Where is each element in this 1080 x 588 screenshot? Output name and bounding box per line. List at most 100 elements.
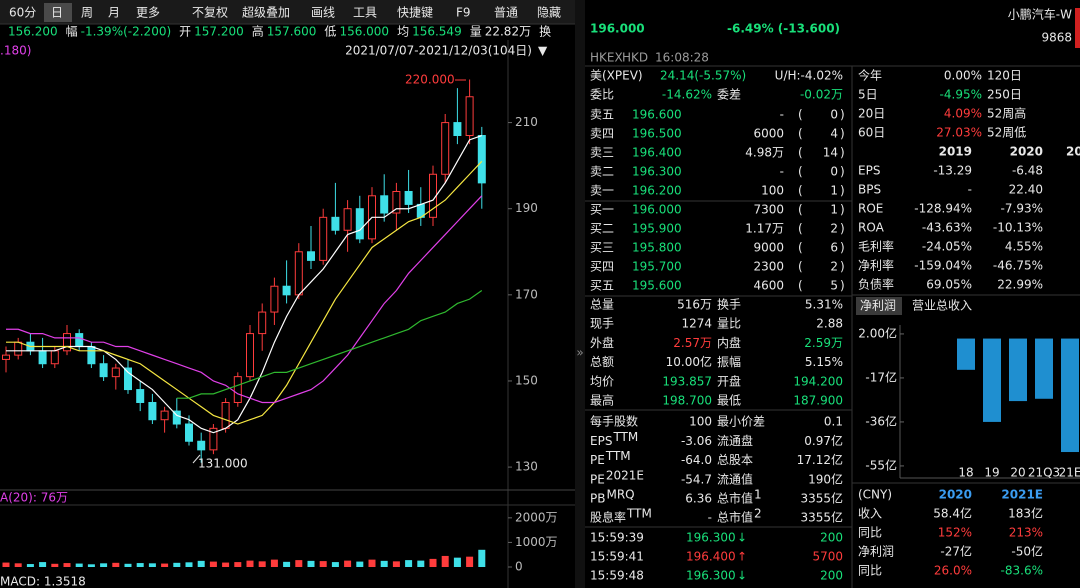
volume-bar [307,560,315,567]
volume-bar [368,559,376,567]
volume-bar [234,562,242,567]
stat-label: 换手 [717,298,741,312]
stat-sup: MRQ [606,488,634,502]
toolbar-button[interactable]: 不复权 [192,6,228,20]
quote-value: 157.600 [267,25,317,39]
toolbar-button[interactable]: F9 [456,6,471,20]
quote-value: 156.000 [339,25,389,39]
volume-bar [197,560,205,567]
toolbar-button[interactable]: 60分 [9,6,36,20]
stat-sup: 1 [754,488,762,502]
toolbar-button[interactable]: 隐藏 [537,6,561,20]
price-change: -6.49% (-13.600) [727,22,840,36]
exchange: HKEX [590,51,623,65]
volume-bar [441,555,449,567]
tab[interactable]: 净利润 [860,299,896,313]
quote-value: 156.549 [412,25,462,39]
trade-price: 196.300 [686,531,736,545]
stat-label: PB [590,492,605,506]
order-price: 195.700 [632,260,682,274]
indicator-label: MACD: 1.3518 [0,575,86,588]
toolbar-button[interactable]: 工具 [353,6,377,20]
perf-label: 120日 [987,69,1022,83]
toolbar-button[interactable]: 快捷键 [397,6,433,20]
stat-label: 最低 [717,394,741,408]
y-tick-label: 130 [515,460,538,474]
bar [957,338,975,370]
volume-bar [478,549,486,567]
trade-dir: ↓ [737,531,747,545]
stat-label: 振幅 [717,354,741,369]
table-value: - [968,183,972,197]
row-label: 委比 [590,88,614,102]
table-value: -10.13% [993,221,1043,235]
order-volume: 4.98万 [745,146,784,160]
perf-label: 52周低 [987,126,1026,140]
range-menu[interactable]: ▼ [538,44,548,58]
quote-label: 幅 [66,24,78,39]
ma-legend: .180) [0,44,31,58]
order-count: 1 [830,184,838,198]
candle-body [160,410,169,421]
order-label: 买一 [590,203,614,217]
volume-bar [356,561,364,567]
toolbar-button[interactable]: 超级叠加 [242,5,290,20]
stat-value: - [708,511,712,525]
x-tick-label: 19 [984,466,999,480]
toolbar-button[interactable]: 周 [81,6,93,20]
stat-sup: TTM [626,507,652,521]
order-price: 195.900 [632,222,682,236]
stat-sup: 2 [754,507,762,521]
order-count: 2 [830,260,838,274]
stat-value: 1274 [681,317,712,331]
stat-label: 总额 [590,355,614,369]
trade-volume: 200 [820,531,843,545]
volume-bar [270,559,278,567]
candle-body [270,285,279,313]
stat-value: 190亿 [808,471,843,486]
table-header: (CNY) [858,488,892,502]
trade-time: 15:59:48 [590,569,644,583]
annotation: 220.000 [405,73,455,87]
toolbar-button[interactable]: 月 [108,6,120,20]
tab[interactable]: 营业总收入 [912,299,972,313]
active-tab [44,3,72,22]
divider-arrow[interactable]: » [576,346,583,360]
paren: ) [840,241,845,255]
toolbar-button[interactable]: 更多 [136,6,160,20]
table-value: 26.0% [934,564,972,578]
order-price: 196.400 [632,146,682,160]
y-tick-label: -55亿 [865,457,897,472]
stat-value: 187.900 [793,394,843,408]
paren: ( [798,203,803,217]
candle-body [465,96,474,137]
candle-body [477,135,486,184]
volume-bar [63,563,71,567]
toolbar-button[interactable]: 普通 [494,6,518,20]
table-value: 58.4亿 [933,506,972,521]
stat-value: 100 [689,415,712,429]
order-count: 4 [830,127,838,141]
stat-label: 流通盘 [717,433,753,448]
quote-label: 均 [397,25,409,39]
paren: ( [798,146,803,160]
order-label: 买三 [590,241,614,255]
table-value: -6.48 [1012,164,1043,178]
table-value: -24.05% [922,240,972,254]
volume-bar [185,562,193,567]
stat-value: 3355亿 [800,510,843,525]
badge [1075,8,1080,48]
divider[interactable] [575,0,585,588]
stat-sup: TTM [605,449,631,463]
row-label: 委差 [717,88,741,102]
toolbar-button[interactable]: 日 [51,6,63,20]
table-value: -128.94% [914,202,972,216]
stat-label: 最高 [590,393,614,408]
candle-body [441,122,450,175]
table-header: 2021E [1001,488,1043,502]
candle-body [258,311,267,335]
toolbar-button[interactable]: 画线 [311,6,335,20]
row-value: -0.02万 [800,88,843,102]
stat-label: 外盘 [590,335,614,350]
